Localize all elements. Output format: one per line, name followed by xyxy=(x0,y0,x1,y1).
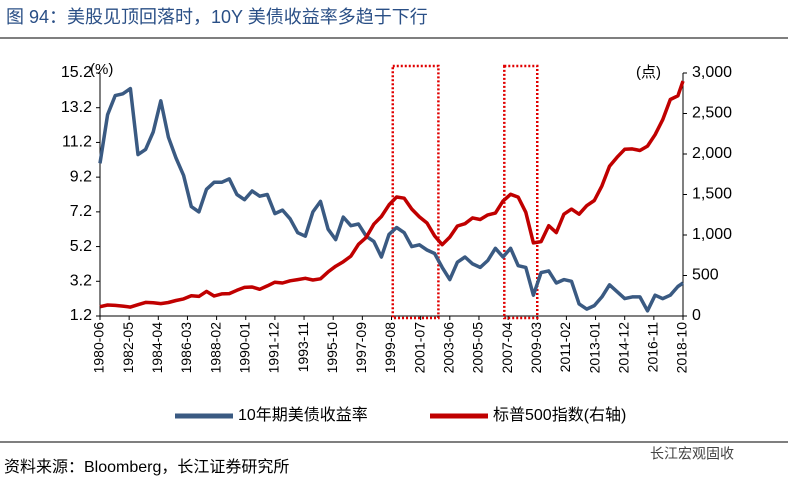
x-tick-label: 1990-01 xyxy=(236,322,252,374)
legend-label: 10年期美债收益率 xyxy=(238,406,368,424)
highlight-box xyxy=(503,64,539,320)
x-tick-label: 1997-09 xyxy=(353,322,369,374)
x-tick-label: 1991-12 xyxy=(266,322,282,374)
x-tick-label: 1982-05 xyxy=(120,322,136,374)
y2-tick-label: 0 xyxy=(692,307,701,324)
y-tick-label: 13.2 xyxy=(61,99,92,116)
x-tick-label: 2003-06 xyxy=(441,322,457,374)
x-tick-label: 2018-10 xyxy=(674,322,690,374)
y-tick-label: 3.2 xyxy=(70,273,92,290)
y-tick-label: 7.2 xyxy=(70,203,92,220)
x-tick-label: 2014-12 xyxy=(615,322,631,374)
highlight-box xyxy=(391,64,440,320)
source: 资料来源：Bloomberg，长江证券研究所 xyxy=(4,458,289,476)
y2-unit: (点) xyxy=(636,64,661,81)
series-line xyxy=(99,80,685,309)
x-tick-label: 2016-11 xyxy=(645,322,661,373)
y-tick-label: 1.2 xyxy=(70,307,92,324)
y2-tick-label: 500 xyxy=(692,267,719,284)
x-tick-label: 2001-07 xyxy=(411,322,427,374)
y-tick-label: 9.2 xyxy=(70,168,92,185)
x-tick-label: 2013-01 xyxy=(586,322,602,374)
y2-tick-label: 1,500 xyxy=(692,186,732,203)
y-tick-label: 11.2 xyxy=(62,134,92,151)
x-tick-label: 1995-10 xyxy=(324,322,340,374)
y-tick-label: 5.2 xyxy=(70,238,92,255)
x-tick-label: 2005-05 xyxy=(470,322,486,374)
watermark: 长江宏观固收 xyxy=(650,446,734,462)
y2-tick-label: 3,000 xyxy=(692,64,732,81)
legend-label: 标普500指数(右轴) xyxy=(493,406,626,424)
x-tick-label: 2007-04 xyxy=(499,322,515,374)
y2-tick-label: 2,500 xyxy=(692,105,732,122)
chart-title: 图 94：美股见顶回落时，10Y 美债收益率多趋于下行 xyxy=(6,7,428,27)
x-tick-label: 2009-03 xyxy=(528,322,544,374)
x-tick-label: 2011-02 xyxy=(557,322,573,373)
y2-tick-label: 1,000 xyxy=(692,226,732,243)
y-unit: (%) xyxy=(90,61,113,78)
series-line xyxy=(98,86,684,313)
x-tick-label: 1984-04 xyxy=(149,322,165,374)
x-tick-label: 1988-02 xyxy=(207,322,223,374)
x-tick-label: 1993-11 xyxy=(295,322,311,373)
x-tick-label: 1986-03 xyxy=(178,322,194,374)
y2-tick-label: 2,000 xyxy=(692,145,732,162)
y-tick-label: 15.2 xyxy=(61,64,92,81)
x-tick-label: 1980-06 xyxy=(91,322,107,374)
x-tick-label: 1999-08 xyxy=(382,322,398,374)
